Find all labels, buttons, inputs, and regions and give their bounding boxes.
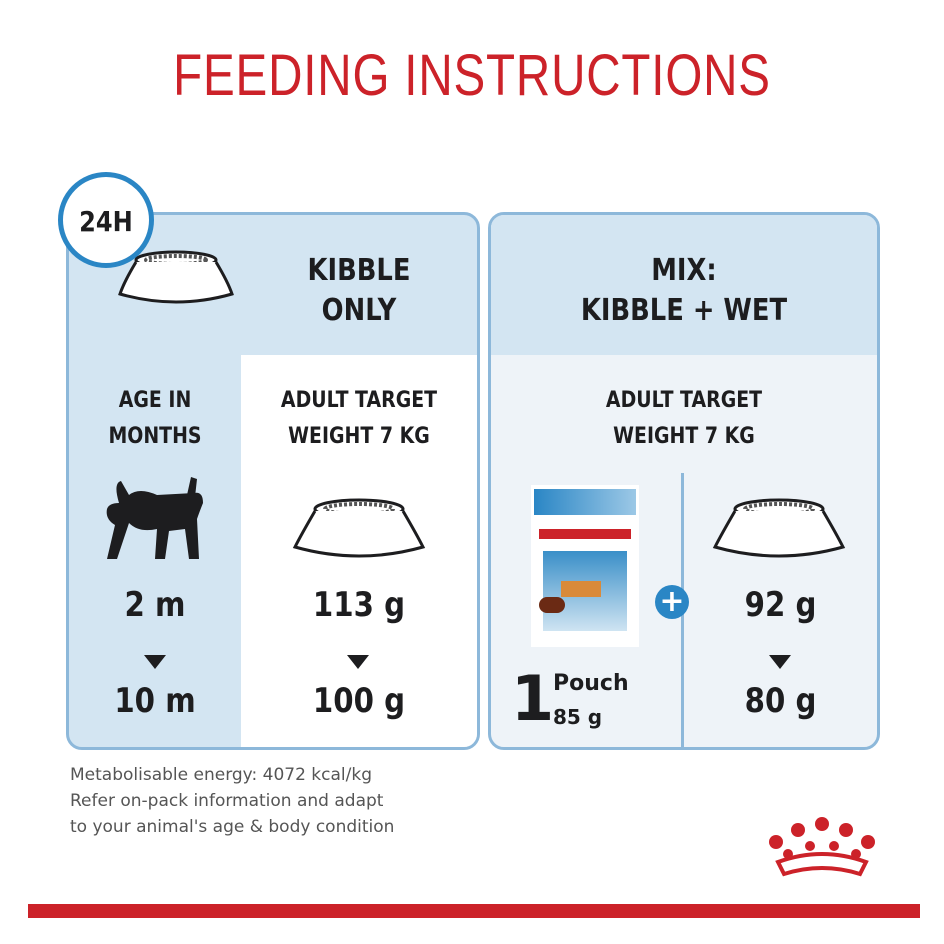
mix-panel: MIX: KIBBLE + WET ADULT TARGET WEIGHT 7 … [488,212,880,750]
header-line: KIBBLE [307,253,411,288]
plus-icon: + [655,585,689,619]
mix-amount-to: 80 g [744,681,817,721]
kibble-bowl-icon [292,498,426,558]
label-line: AGE IN [118,388,192,413]
arrow-down-icon [144,655,166,669]
kibble-bowl-icon [712,498,846,558]
arrow-down-icon [347,655,369,669]
kibble-amount-to: 100 g [312,681,406,721]
header-line: ONLY [321,293,397,328]
header-line: KIBBLE + WET [580,293,788,328]
label-line: WEIGHT 7 KG [613,424,755,449]
brand-bar [28,904,920,918]
pouch-label: Pouch [553,671,629,696]
mix-amount-from: 92 g [744,585,817,625]
label-line: WEIGHT 7 KG [288,424,430,449]
mix-target-weight-label: ADULT TARGET WEIGHT 7 KG [518,383,850,455]
wet-pouch-image [531,485,639,647]
note-line: Metabolisable energy: 4072 kcal/kg [70,765,372,785]
footnote: Metabolisable energy: 4072 kcal/kg Refer… [70,762,394,840]
pouch-weight: 85 g [553,705,603,729]
royal-canin-crown-logo [769,817,875,877]
page-title: FEEDING INSTRUCTIONS [173,43,771,108]
note-line: to your animal's age & body condition [70,817,395,837]
label-line: ADULT TARGET [280,388,438,413]
bowl-icon [118,250,234,304]
label-line: ADULT TARGET [605,388,763,413]
puppy-icon [106,477,203,559]
note-line: Refer on-pack information and adapt [70,791,384,811]
target-weight-label: ADULT TARGET WEIGHT 7 KG [258,383,461,455]
label-line: MONTHS [108,424,202,449]
pouch-count: 1 [511,662,555,735]
age-to: 10 m [114,681,196,721]
kibble-only-header: KIBBLE ONLY [258,251,461,331]
mix-header: MIX: KIBBLE + WET [518,251,850,331]
clock-icon: 24H [58,172,154,268]
arrow-down-icon [769,655,791,669]
kibble-amount-from: 113 g [312,585,406,625]
header-line: MIX: [651,253,717,288]
clock-label: 24H [79,205,133,238]
age-label: AGE IN MONTHS [81,383,229,455]
kibble-only-panel: KIBBLE ONLY AGE IN MONTHS ADULT TARGET W… [66,212,480,750]
mix-header-band [491,215,877,355]
age-from: 2 m [124,585,186,625]
